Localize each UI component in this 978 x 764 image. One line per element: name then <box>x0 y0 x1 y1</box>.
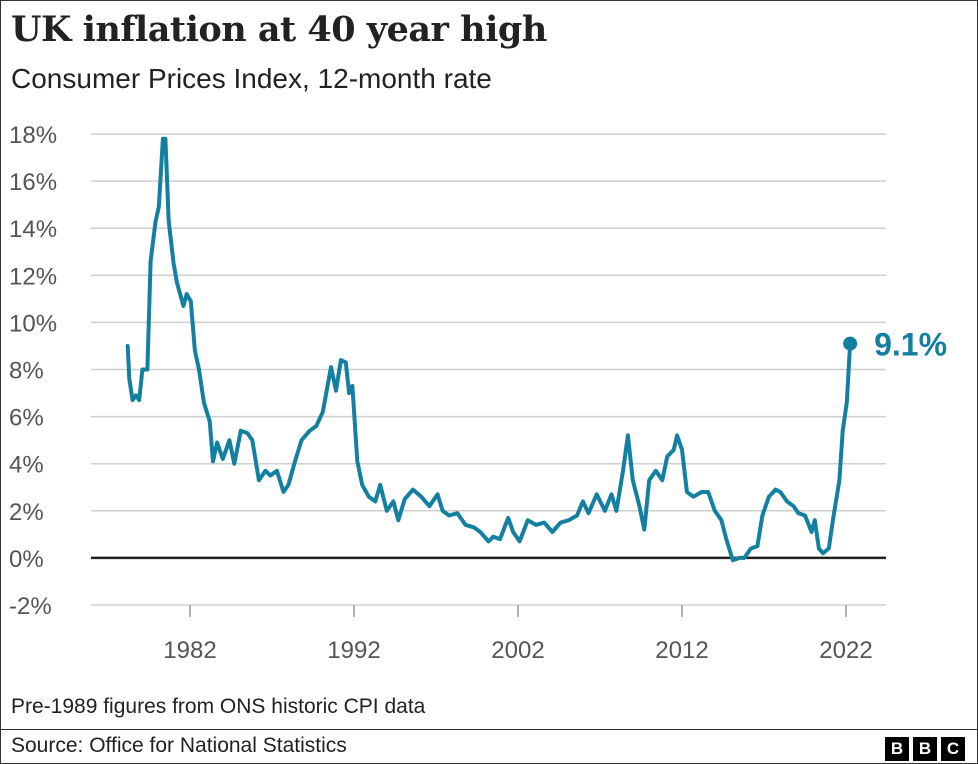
y-tick-label: 2% <box>9 499 44 526</box>
source-text: Source: Office for National Statistics <box>11 734 347 757</box>
y-tick-label: 10% <box>9 310 57 337</box>
cpi-series-line <box>125 136 853 563</box>
end-point-marker <box>843 336 858 351</box>
chart-title: UK inflation at 40 year high <box>11 9 547 50</box>
logo-letter: B <box>913 737 937 761</box>
line-chart: -2% 0% 2% 4% 6% 8% 10% 12% 14% 16% 18% 1982 1992 2002… <box>9 122 947 664</box>
y-tick-label: 18% <box>9 122 57 149</box>
logo-letter: C <box>941 737 965 761</box>
bbc-logo: B B C <box>885 737 965 761</box>
divider <box>1 729 977 730</box>
y-tick-label: 6% <box>9 405 44 432</box>
y-tick-label: 8% <box>9 358 44 385</box>
y-tick-label: 0% <box>9 546 44 573</box>
y-tick-label: 14% <box>9 216 57 243</box>
x-tick-label: 2012 <box>655 637 708 664</box>
logo-letter: B <box>885 737 909 761</box>
footnote: Pre-1989 figures from ONS historic CPI d… <box>11 695 426 718</box>
x-tick-label: 2022 <box>819 637 872 664</box>
x-tick-label: 1982 <box>163 637 216 664</box>
x-tick-label: 2002 <box>491 637 544 664</box>
x-tick-label: 1992 <box>327 637 380 664</box>
y-tick-label: 4% <box>9 452 44 479</box>
end-value-label: 9.1% <box>874 327 947 363</box>
y-tick-label: 16% <box>9 169 57 196</box>
y-tick-label: 12% <box>9 263 57 290</box>
chart-subtitle: Consumer Prices Index, 12-month rate <box>11 63 492 94</box>
y-tick-label: -2% <box>9 593 52 620</box>
